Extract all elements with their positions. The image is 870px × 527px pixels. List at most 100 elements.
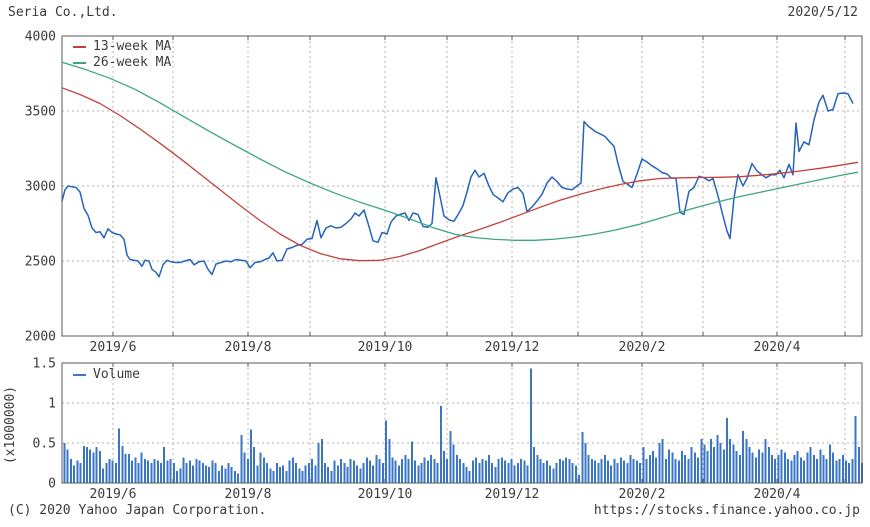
volume-bar	[545, 460, 548, 483]
volume-bar	[343, 463, 346, 483]
volume-bar	[182, 457, 185, 483]
volume-bar	[848, 463, 851, 483]
volume-bar	[671, 452, 674, 483]
volume-bar	[307, 463, 310, 483]
volume-bar	[269, 468, 272, 483]
volume-bar	[147, 460, 150, 483]
volume-bar	[494, 467, 497, 483]
volume-bar	[288, 460, 291, 483]
volume-bar	[381, 463, 384, 483]
volume-bar	[523, 460, 526, 483]
volume-bar	[645, 459, 648, 483]
ma26-line	[61, 61, 859, 241]
volume-bar	[327, 467, 330, 483]
volume-bar	[491, 463, 494, 483]
price-y-label: 2500	[25, 255, 56, 270]
volume-y-label: 1	[48, 397, 56, 412]
volume-bar	[845, 460, 847, 483]
ma26-dash-icon	[73, 61, 86, 64]
volume-bar	[758, 449, 761, 483]
volume-bar	[426, 460, 429, 483]
volume-bar	[754, 457, 757, 483]
volume-bar	[317, 443, 320, 483]
volume-bar	[336, 465, 339, 483]
volume-bar	[333, 460, 336, 483]
volume-bar	[256, 465, 259, 483]
volume-bar	[597, 463, 600, 483]
volume-bar	[600, 459, 603, 483]
volume-bar	[150, 463, 153, 483]
volume-bar	[76, 460, 79, 483]
price-y-label: 3000	[25, 180, 56, 195]
volume-bar	[414, 460, 416, 483]
volume-bar	[131, 460, 133, 483]
volume-bar	[578, 475, 581, 483]
volume-bar	[777, 455, 780, 483]
chart-title: Seria Co.,Ltd.	[8, 5, 118, 20]
volume-bar	[809, 447, 812, 483]
volume-bar	[742, 431, 745, 483]
volume-bar	[565, 457, 568, 483]
volume-bar	[259, 452, 262, 483]
volume-bar	[590, 459, 593, 483]
volume-bar	[346, 467, 349, 483]
volume-bar	[542, 463, 545, 483]
volume-bar	[517, 463, 519, 483]
volume-bar	[581, 431, 584, 483]
x-axis-label: 2020/4	[754, 340, 801, 355]
volume-bar	[311, 459, 314, 483]
volume-bar	[404, 455, 407, 483]
volume-bar	[452, 444, 455, 483]
volume-bar	[398, 465, 400, 483]
volume-bar	[285, 471, 288, 483]
volume-bar	[661, 439, 664, 483]
volume-bar	[217, 471, 220, 483]
volume-bar	[394, 460, 397, 483]
volume-bar	[98, 451, 101, 483]
volume-bar	[552, 468, 555, 483]
volume-bar	[558, 459, 561, 483]
legend-ma26: 26-week MA	[73, 55, 171, 70]
volume-bar	[854, 415, 857, 483]
volume-bar	[803, 460, 806, 483]
volume-bar	[462, 463, 465, 483]
volume-bar	[221, 465, 224, 483]
volume-y-label: 0.5	[33, 437, 56, 452]
source-url-text: https://stocks.finance.yahoo.co.jp	[593, 503, 860, 518]
volume-bar	[352, 460, 355, 483]
volume-bar	[806, 452, 809, 483]
volume-axis-unit-label: (x1000000)	[3, 386, 18, 464]
volume-bar	[153, 459, 156, 483]
volume-bar	[549, 465, 552, 483]
price-y-label: 3500	[25, 105, 56, 120]
volume-bar	[484, 460, 487, 483]
volume-bar	[417, 465, 420, 483]
volume-bar	[796, 451, 799, 483]
volume-bar	[568, 459, 571, 483]
volume-bar	[851, 459, 854, 483]
volume-bar	[172, 463, 175, 483]
volume-bar	[648, 455, 651, 483]
volume-bar	[134, 457, 137, 483]
volume-bar	[587, 455, 590, 483]
volume-bar	[616, 463, 619, 483]
volume-bar	[143, 459, 146, 483]
ma13-dash-icon	[73, 45, 86, 48]
volume-bar	[706, 451, 709, 483]
volume-bar	[79, 463, 82, 483]
volume-bar	[391, 457, 394, 483]
volume-bar	[250, 429, 252, 483]
volume-bar	[774, 459, 777, 483]
volume-bar	[623, 460, 626, 483]
volume-bar	[475, 457, 478, 483]
volume-bar	[237, 473, 240, 483]
x-axis-label: 2019/12	[485, 487, 540, 502]
x-axis-label: 2020/4	[754, 487, 801, 502]
volume-bar	[835, 460, 838, 483]
volume-bar	[526, 465, 529, 483]
volume-bar	[211, 460, 214, 483]
volume-bar	[619, 457, 622, 483]
volume-bar	[388, 439, 391, 483]
volume-bar	[787, 459, 790, 483]
